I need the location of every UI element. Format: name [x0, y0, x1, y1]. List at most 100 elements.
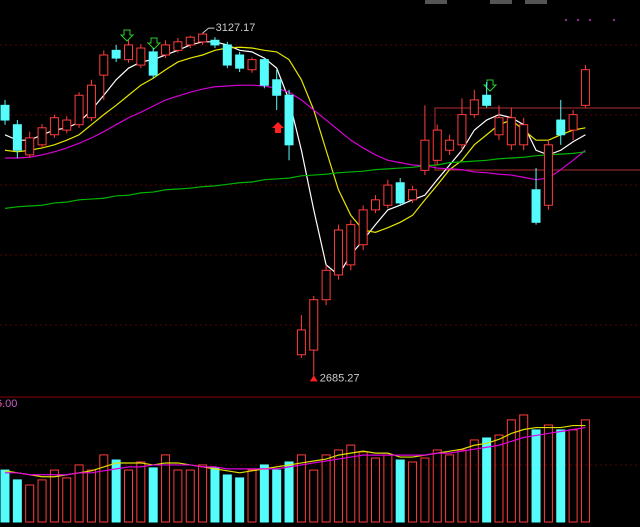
volume-bar: [247, 469, 257, 523]
candle-body: [0, 104, 10, 121]
candle-body: [482, 94, 492, 106]
candle-body: [74, 94, 84, 126]
candle-body: [136, 47, 146, 66]
volume-bar: [395, 459, 405, 523]
tool-button[interactable]: [490, 0, 512, 4]
candle-body: [333, 229, 343, 276]
volume-bar: [111, 459, 121, 523]
sell-arrow: [146, 37, 162, 50]
candle-body: [259, 59, 269, 86]
candle-body: [247, 59, 257, 71]
volume-bar: [198, 464, 208, 523]
candle-body: [173, 41, 183, 51]
candle-body: [62, 119, 72, 131]
moving-average: [4, 46, 586, 233]
candle-body: [568, 114, 578, 131]
volume-bar: [37, 479, 47, 523]
candle-body: [519, 124, 529, 146]
candle-body: [309, 299, 319, 351]
volume-bar: [74, 464, 84, 523]
volume-bar: [333, 449, 343, 523]
candle-body: [49, 117, 59, 136]
volume-bar: [321, 454, 331, 523]
candle-body: [531, 189, 541, 223]
volume-bar: [259, 464, 269, 523]
volume-bar: [0, 469, 10, 523]
candle-body: [358, 209, 368, 246]
candle-body: [580, 69, 590, 106]
high-label: 3127.17: [216, 22, 256, 34]
volume-bar: [482, 437, 492, 523]
moving-average: [4, 151, 586, 209]
volume-bar: [309, 469, 319, 523]
volume-bar: [62, 477, 72, 523]
volume-bar: [346, 444, 356, 523]
volume-bar: [506, 419, 516, 523]
volume-bar: [210, 467, 220, 523]
candle-body: [272, 79, 282, 96]
candle-body: [111, 49, 121, 59]
dot: [589, 19, 591, 21]
volume-bar: [235, 477, 245, 523]
low-label: 2685.27: [320, 372, 360, 384]
dot: [577, 19, 579, 21]
candle-body: [284, 94, 294, 146]
volume-bar: [494, 434, 504, 523]
candle-body: [346, 224, 356, 266]
candle-body: [12, 124, 22, 151]
volume-tick-label: 6.00: [0, 398, 17, 410]
candle-body: [235, 54, 245, 69]
volume-bar: [371, 457, 380, 523]
volume-bar: [519, 414, 529, 523]
volume-bar: [49, 469, 59, 523]
candle-body: [321, 269, 331, 301]
candle-body: [161, 44, 171, 56]
volume-bar: [185, 469, 195, 523]
candle-body: [420, 139, 430, 171]
volume-bar: [556, 429, 566, 523]
sell-arrow: [119, 29, 135, 42]
candle-body: [506, 117, 516, 146]
candle-body: [371, 199, 380, 211]
volume-bar: [296, 454, 306, 523]
volume-average: [5, 426, 586, 476]
candle-body: [408, 189, 418, 201]
volume-bar: [531, 429, 541, 523]
volume-bar: [543, 424, 553, 523]
tool-button[interactable]: [525, 0, 547, 4]
volume-bar: [272, 469, 282, 523]
volume-average: [4, 424, 586, 478]
candle-body: [148, 51, 158, 76]
candle-body: [432, 129, 442, 161]
volume-bar: [408, 461, 418, 523]
candle-body: [185, 36, 195, 46]
dot: [613, 19, 615, 21]
candle-body: [124, 44, 133, 61]
high-pointer: [202, 27, 215, 34]
volume-bar: [25, 484, 35, 523]
candle-body: [494, 117, 504, 136]
moving-average: [5, 84, 586, 181]
low-marker: [309, 375, 318, 382]
volume-bar: [580, 419, 590, 523]
volume-bar: [445, 454, 455, 523]
candle-body: [86, 84, 96, 119]
tool-button[interactable]: [425, 0, 447, 4]
toolbar: [425, 0, 615, 21]
moving-average: [4, 41, 586, 276]
volume-bar: [358, 451, 368, 523]
buy-arrow: [272, 122, 284, 133]
volume-bar: [12, 479, 22, 523]
volume-bar: [222, 474, 232, 523]
candle-body: [222, 44, 232, 66]
candle-body: [543, 144, 553, 206]
candle-body: [99, 54, 109, 76]
candle-body: [457, 114, 467, 146]
volume-bar: [161, 454, 171, 523]
volume-bar: [99, 454, 109, 523]
candle-body: [445, 139, 455, 151]
volume-bar: [148, 467, 158, 523]
volume-bar: [173, 469, 183, 523]
volume-bar: [284, 461, 294, 523]
